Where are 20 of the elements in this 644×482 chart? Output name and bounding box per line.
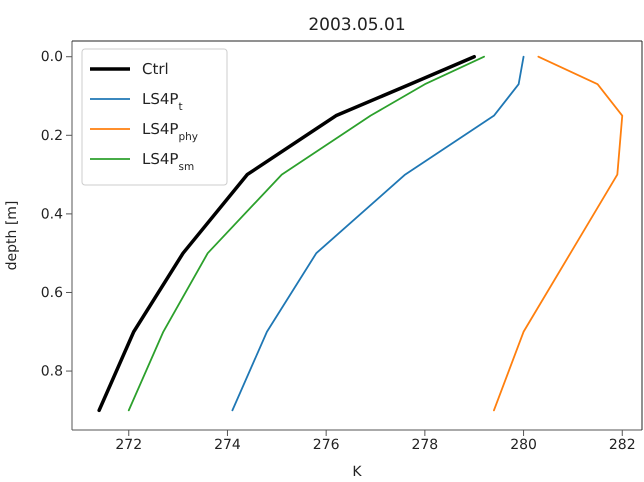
y-tick-label: 0.6 — [40, 284, 64, 301]
y-tick-label: 0.2 — [40, 128, 63, 144]
legend-label: LS4P$_{t}$ — [142, 90, 183, 113]
legend-label: LS4P$_{phy}$ — [142, 120, 198, 143]
x-tick-label: 274 — [214, 436, 241, 453]
line-series — [493, 56, 624, 412]
y-tick-label: 0.4 — [40, 206, 64, 222]
y-tick-label: 0.0 — [40, 49, 63, 66]
x-tick-label: 276 — [312, 436, 340, 453]
x-tick-label: 282 — [608, 436, 636, 453]
x-tick-label: 280 — [510, 436, 537, 453]
legend-label: LS4P$_{sm}$ — [142, 150, 194, 173]
y-tick-label: 0.8 — [40, 364, 63, 380]
x-tick-label: 272 — [115, 436, 142, 453]
chart-title: 2003.05.01 — [308, 15, 406, 35]
legend-label: Ctrl — [142, 60, 169, 78]
y-axis-title: depth [m] — [4, 200, 20, 270]
x-tick-label: 278 — [411, 436, 438, 453]
line-series — [231, 56, 524, 412]
x-axis-title: K — [352, 464, 362, 480]
